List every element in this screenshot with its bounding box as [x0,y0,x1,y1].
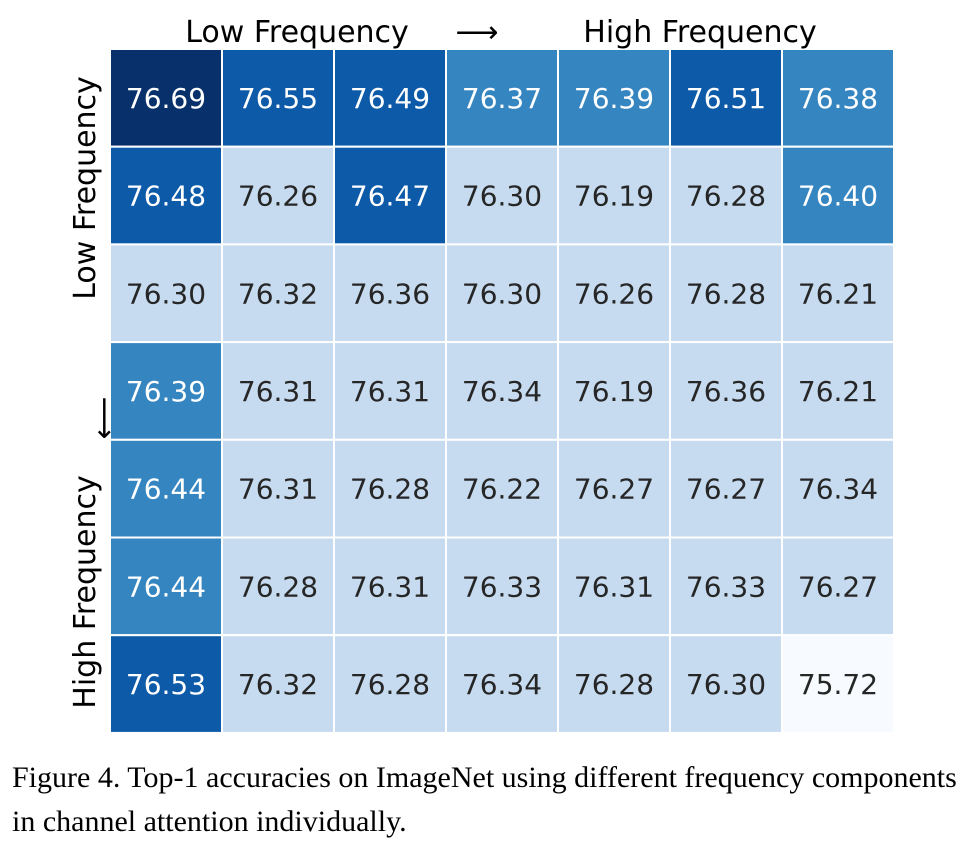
heatmap-cell-value: 76.26 [238,180,318,213]
heatmap-cell [333,145,447,246]
heatmap-cell-value: 76.28 [574,668,654,701]
heatmap-cell [781,243,895,344]
heatmap-cell [333,243,447,344]
heatmap-cell-value: 76.27 [798,570,878,603]
heatmap-cell-value: 76.40 [798,180,878,213]
heatmap-cell-value: 76.21 [798,375,878,408]
heatmap-cell [445,634,559,734]
heatmap-cell-value: 76.44 [126,570,206,603]
heatmap-cell-value: 76.31 [238,473,318,506]
heatmap-cells: 76.69 76.55 76.49 76.37 76.39 76.51 76.38 76.48… [109,48,895,734]
heatmap-cell-value: 76.28 [686,277,766,310]
heatmap-cell-value: 76.28 [686,180,766,213]
heatmap-cell-value: 76.26 [574,277,654,310]
heatmap-cell [669,634,783,734]
heatmap-cell-value: 76.44 [126,473,206,506]
figure-caption: Figure 4. Top-1 accuracies on ImageNet u… [12,761,957,838]
heatmap-cell-value: 76.27 [686,473,766,506]
heatmap-cell-value: 76.37 [462,82,542,115]
heatmap-cell-value: 76.55 [238,82,318,115]
heatmap-cell-value: 76.30 [462,180,542,213]
heatmap-cell-value: 76.39 [574,82,654,115]
heatmap-cell [109,145,223,246]
heatmap-cell [557,145,671,246]
heatmap-cell-value: 76.30 [126,277,206,310]
top-label-high: High Frequency [583,15,816,50]
heatmap-cell [557,536,671,637]
heatmap-cell-value: 76.31 [574,570,654,603]
heatmap-cell-value: 76.51 [686,82,766,115]
heatmap-cell-value: 76.32 [238,668,318,701]
heatmap-cell-value: 76.21 [798,277,878,310]
heatmap-cell [333,48,447,148]
heatmap-cell-value: 76.31 [238,375,318,408]
heatmap-cell-value: 75.72 [798,668,878,701]
left-label-low: Low Frequency [68,76,103,300]
heatmap-cell [109,48,223,148]
heatmap-cell [221,341,335,441]
left-label-high: High Frequency [68,475,103,708]
heatmap-cell [781,341,895,441]
heatmap-cell [445,536,559,637]
heatmap-cell [445,341,559,441]
heatmap-cell-value: 76.19 [574,180,654,213]
heatmap-cell [333,634,447,734]
heatmap-cell [109,438,223,539]
heatmap-cell-value: 76.47 [350,180,430,213]
heatmap-cell-value: 76.38 [798,82,878,115]
heatmap-cell [221,48,335,148]
heatmap-cell-value: 76.34 [462,375,542,408]
heatmap-cell-value: 76.39 [126,375,206,408]
heatmap-figure: 76.69 76.55 76.49 76.37 76.39 76.51 76.38 76.48… [68,15,895,734]
heatmap-cell [781,634,895,734]
heatmap-cell-value: 76.28 [350,668,430,701]
heatmap-cell-value: 76.32 [238,277,318,310]
top-label-low: Low Frequency [185,15,409,50]
heatmap-cell [221,243,335,344]
heatmap-cell [109,341,223,441]
heatmap-cell [445,243,559,344]
heatmap-cell [109,634,223,734]
heatmap-cell [333,438,447,539]
heatmap-cell-value: 76.31 [350,375,430,408]
top-arrow: ⟶ [455,15,498,50]
heatmap-cell-value: 76.30 [686,668,766,701]
heatmap-cell [669,341,783,441]
heatmap-cell-value: 76.53 [126,668,206,701]
heatmap-cell [781,536,895,637]
heatmap-cell-value: 76.49 [350,82,430,115]
heatmap-cell-value: 76.69 [126,82,206,115]
heatmap-cell-value: 76.34 [462,668,542,701]
heatmap-cell [781,145,895,246]
heatmap-cell [557,243,671,344]
heatmap-cell-value: 76.27 [574,473,654,506]
heatmap-cell [109,536,223,637]
heatmap-cell-value: 76.19 [574,375,654,408]
heatmap-cell-value: 76.31 [350,570,430,603]
heatmap-cell [221,536,335,637]
heatmap-cell [669,243,783,344]
heatmap-cell-value: 76.33 [686,570,766,603]
heatmap-cell-value: 76.28 [350,473,430,506]
heatmap-cell-value: 76.30 [462,277,542,310]
heatmap-cell-value: 76.22 [462,473,542,506]
heatmap-cell-value: 76.34 [798,473,878,506]
heatmap-cell-value: 76.36 [350,277,430,310]
heatmap-cell-value: 76.36 [686,375,766,408]
heatmap-cell-value: 76.33 [462,570,542,603]
heatmap-cell [557,634,671,734]
heatmap-cell-value: 76.48 [126,180,206,213]
left-arrow: ⟶ [87,396,122,439]
heatmap-cell [669,48,783,148]
heatmap-cell-value: 76.28 [238,570,318,603]
